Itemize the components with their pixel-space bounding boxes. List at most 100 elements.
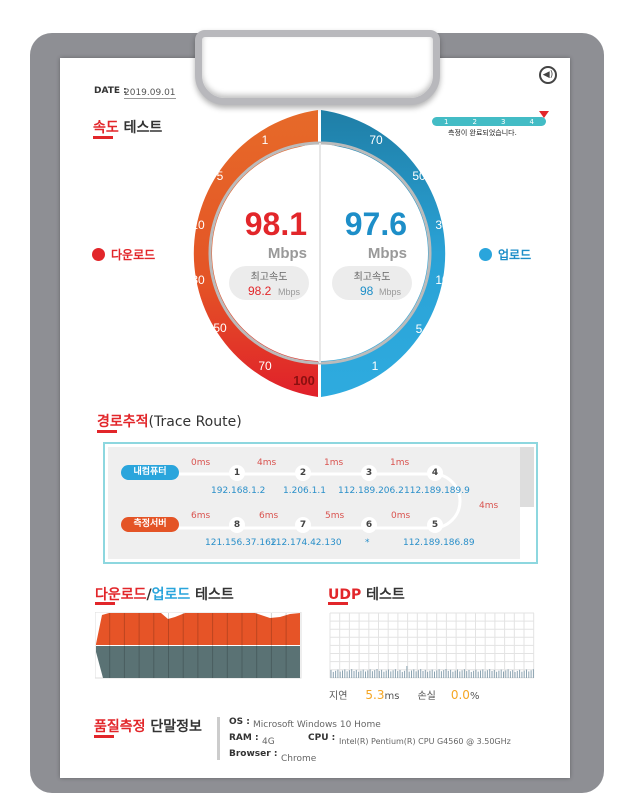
- step-1: 1: [444, 117, 449, 126]
- dlul-graph: [95, 612, 302, 679]
- download-tick: 5: [217, 169, 224, 183]
- title-text: 단말정보: [150, 719, 202, 735]
- hop-latency: 6ms: [191, 511, 211, 521]
- upload-tick: 1: [372, 359, 379, 373]
- hop-node: 6: [361, 517, 377, 533]
- download-speed-unit: Mbps: [268, 245, 307, 262]
- download-tick: 70: [258, 359, 272, 373]
- upload-max-value: 98: [360, 284, 374, 298]
- date-value: 2019.09.01: [124, 88, 176, 99]
- upload-max-label: 최고속도: [354, 271, 391, 283]
- hop-node: 4: [427, 465, 443, 481]
- title-underline: [328, 602, 348, 605]
- divider: [217, 717, 220, 760]
- title-highlight-blue: 업로드: [151, 587, 191, 603]
- download-legend-label: 다운로드: [111, 248, 156, 262]
- title-highlight: UDP: [328, 587, 362, 603]
- upload-tick: 30: [435, 218, 449, 232]
- upload-dot-icon: [479, 248, 492, 261]
- download-dot-icon: [92, 248, 105, 261]
- step-marker-icon: [539, 111, 549, 118]
- download-max-box: [229, 266, 309, 300]
- device-info-title: 품질측정 단말정보: [94, 716, 202, 736]
- upload-arc: [321, 110, 446, 397]
- download-max-unit: Mbps: [278, 287, 301, 297]
- loss-label: 손실: [417, 691, 436, 702]
- title-text: 테스트: [123, 120, 163, 136]
- hop-ip: 112.189.189.9: [404, 486, 470, 496]
- download-tick: 30: [191, 273, 205, 287]
- trace-route-area: [108, 447, 520, 559]
- step-status: 측정이 완료되었습니다.: [448, 129, 517, 137]
- upload-tick: 50: [412, 169, 426, 183]
- upload-legend-label: 업로드: [498, 248, 532, 262]
- title-highlight: 속도: [93, 120, 119, 136]
- server-badge: 측정서버: [121, 517, 179, 532]
- os-label: OS :: [229, 717, 250, 727]
- hop-latency: 0ms: [391, 511, 411, 521]
- upload-tick: 5: [416, 322, 423, 336]
- step-2: 2: [472, 117, 477, 126]
- hop-ip: 112.189.186.89: [403, 538, 475, 548]
- title-highlight: 품질측정: [94, 719, 146, 735]
- speaker-icon[interactable]: ◀): [539, 66, 557, 84]
- trace-route-panel: 내컴퓨터 측정서버 1 2 3 4 5 6 7 8 0ms 4ms 1ms 1m…: [103, 442, 538, 564]
- hop-node: 8: [229, 517, 245, 533]
- download-speed-value: 98.1: [245, 206, 307, 242]
- clipboard-clip: [195, 30, 440, 105]
- title-text: 테스트: [195, 587, 234, 603]
- hop-node: 2: [295, 465, 311, 481]
- latency-value: 5.3: [365, 688, 385, 702]
- hop-latency: 5ms: [325, 511, 345, 521]
- hop-node: 1: [229, 465, 245, 481]
- download-max-value: 98.2: [248, 284, 272, 298]
- hop-latency: 4ms: [257, 458, 277, 468]
- hop-latency: 4ms: [479, 501, 499, 511]
- hop-latency: 6ms: [259, 511, 279, 521]
- speed-gauge: 1 5 10 30 50 70 100 70 50 30 10 5 1 98.1…: [191, 110, 449, 397]
- download-arc: [193, 110, 318, 397]
- hop-ip: 121.156.37.162: [205, 538, 277, 548]
- title-underline: [94, 735, 114, 738]
- upload-max-unit: Mbps: [379, 287, 402, 297]
- upload-tick: 10: [435, 273, 449, 287]
- title-text: 테스트: [366, 587, 405, 603]
- title-underline: [93, 136, 113, 139]
- upload-tick: 70: [369, 133, 383, 147]
- step-progress-bar: 1 2 3 4: [432, 117, 546, 126]
- hop-node: 3: [361, 465, 377, 481]
- loss-value: 0.0: [450, 688, 470, 702]
- udp-graph: [329, 612, 535, 679]
- latency-unit: ms: [384, 691, 400, 702]
- hop-ip: 1.206.1.1: [283, 486, 326, 496]
- title-highlight: 다운로드: [95, 587, 147, 603]
- browser-value: Chrome: [281, 754, 317, 764]
- dlul-test-title: 다운로드/업로드 테스트: [95, 584, 234, 604]
- hop-node: 7: [295, 517, 311, 533]
- hop-ip: *: [365, 538, 370, 548]
- hop-latency: 1ms: [390, 458, 410, 468]
- upload-max-box: [332, 266, 412, 300]
- udp-test-title: UDP 테스트: [328, 584, 405, 604]
- hop-latency: 1ms: [324, 458, 344, 468]
- date-label: DATE :: [94, 86, 127, 96]
- my-computer-badge: 내컴퓨터: [121, 465, 179, 480]
- download-tick: 1: [262, 133, 269, 147]
- trace-route-title: 경로추적(Trace Route): [97, 411, 242, 431]
- speed-test-title: 속도 테스트: [93, 117, 162, 137]
- download-area: [96, 613, 300, 645]
- hop-latency: 0ms: [191, 458, 211, 468]
- download-tick: 50: [213, 321, 227, 335]
- upload-area: [96, 646, 300, 678]
- title-highlight: 경로추적: [97, 414, 149, 430]
- upload-speed-value: 97.6: [345, 206, 407, 242]
- hop-ip: 192.168.1.2: [211, 486, 266, 496]
- cpu-value: Intel(R) Pentium(R) CPU G4560 @ 3.50GHz: [339, 737, 511, 746]
- latency-label: 지연: [329, 691, 348, 702]
- step-4: 4: [529, 117, 534, 126]
- cpu-label: CPU :: [308, 733, 336, 743]
- ram-value: 4G: [262, 737, 275, 747]
- upload-legend: 업로드: [479, 246, 531, 263]
- scrollbar[interactable]: [520, 447, 534, 507]
- hop-ip: 112.174.42.130: [270, 538, 342, 548]
